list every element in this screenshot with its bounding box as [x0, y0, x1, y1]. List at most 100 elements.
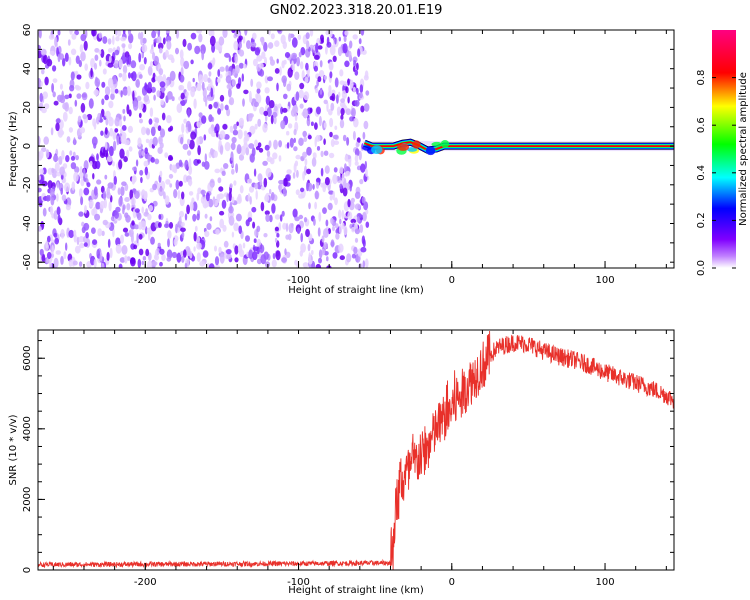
y-axis-label: Frequency (Hz): [8, 111, 19, 187]
noise-speck: [91, 30, 97, 37]
noise-speck: [231, 196, 235, 204]
noise-speck: [161, 85, 165, 93]
noise-speck: [116, 135, 120, 146]
noise-speck: [257, 142, 262, 148]
noise-speck: [277, 103, 282, 109]
noise-speck: [120, 90, 123, 98]
noise-speck: [350, 197, 355, 203]
noise-speck: [359, 92, 363, 99]
noise-speck: [325, 219, 329, 227]
noise-speck: [331, 93, 336, 102]
noise-speck: [149, 61, 154, 68]
noise-speck: [222, 123, 228, 130]
noise-speck: [102, 219, 109, 226]
noise-speck: [329, 194, 333, 201]
snr-series-group: [38, 330, 674, 570]
noise-speck: [278, 140, 282, 148]
noise-speck: [115, 36, 120, 42]
noise-speck: [53, 210, 58, 221]
noise-speck: [99, 200, 106, 209]
x-axis-label: Height of straight line (km): [288, 285, 424, 296]
noise-speck: [38, 30, 42, 39]
noise-speck: [144, 84, 149, 91]
noise-speck: [338, 209, 342, 219]
noise-speck: [243, 89, 249, 95]
noise-speck: [175, 30, 180, 39]
noise-speck: [248, 186, 255, 193]
noise-speck: [210, 87, 214, 98]
noise-speck: [248, 178, 252, 184]
noise-speck: [46, 251, 52, 260]
noise-speck: [339, 183, 343, 190]
noise-speck: [131, 175, 137, 183]
noise-speck: [353, 117, 359, 128]
noise-speck: [129, 189, 133, 200]
noise-speck: [38, 78, 42, 89]
noise-speck: [252, 32, 257, 40]
noise-speck: [354, 203, 361, 210]
noise-speck: [183, 249, 187, 258]
noise-speck: [246, 40, 251, 50]
noise-speck: [101, 230, 105, 236]
noise-speck: [313, 65, 318, 72]
noise-speck: [107, 182, 114, 189]
noise-speck: [73, 171, 79, 182]
noise-speck: [264, 210, 270, 216]
noise-speck: [349, 40, 353, 49]
noise-speck: [159, 142, 164, 149]
noise-speck: [360, 246, 367, 253]
noise-speck: [187, 81, 192, 91]
noise-speck: [187, 123, 192, 133]
noise-speck: [90, 58, 95, 68]
noise-speck: [232, 129, 239, 136]
noise-speck: [49, 206, 54, 215]
noise-speck: [321, 235, 325, 243]
noise-speck: [117, 187, 121, 195]
noise-speck: [319, 60, 323, 68]
noise-speck: [342, 81, 348, 87]
noise-speck: [74, 84, 80, 90]
noise-speck: [38, 225, 42, 232]
noise-speck: [213, 150, 218, 158]
noise-speck: [173, 238, 178, 246]
noise-speck: [215, 228, 220, 235]
noise-speck: [51, 83, 54, 93]
noise-speck: [146, 128, 151, 136]
noise-speck: [92, 173, 95, 180]
noise-speck: [293, 128, 297, 136]
noise-speck: [264, 144, 270, 151]
noise-speck: [105, 110, 111, 119]
noise-speck: [188, 165, 193, 175]
noise-speck: [249, 196, 252, 205]
noise-speck: [173, 189, 178, 199]
noise-speck: [340, 114, 344, 121]
noise-speck: [110, 93, 115, 100]
noise-speck: [88, 98, 94, 109]
noise-speck: [43, 242, 50, 252]
noise-speck: [55, 122, 60, 132]
noise-speck: [106, 155, 113, 162]
noise-speck: [322, 248, 326, 256]
noise-speck: [217, 193, 224, 200]
noise-speck: [353, 59, 357, 68]
noise-speck: [302, 151, 308, 158]
noise-speck: [107, 77, 114, 88]
noise-speck: [334, 197, 338, 206]
noise-speck: [355, 253, 359, 263]
noise-speck: [83, 40, 88, 51]
y-tick-label: 0: [22, 567, 33, 573]
noise-speck: [217, 108, 222, 115]
noise-speck: [282, 107, 288, 113]
noise-speck: [190, 32, 197, 40]
noise-speck: [207, 77, 211, 83]
noise-speck: [312, 183, 315, 190]
noise-speck: [178, 180, 183, 187]
noise-speck: [138, 233, 143, 240]
noise-speck: [76, 93, 82, 99]
noise-speck: [224, 104, 229, 111]
noise-speck: [363, 201, 369, 211]
noise-speck: [345, 108, 351, 116]
noise-speck: [126, 85, 131, 97]
noise-speck: [114, 117, 120, 127]
noise-speck: [228, 97, 235, 106]
